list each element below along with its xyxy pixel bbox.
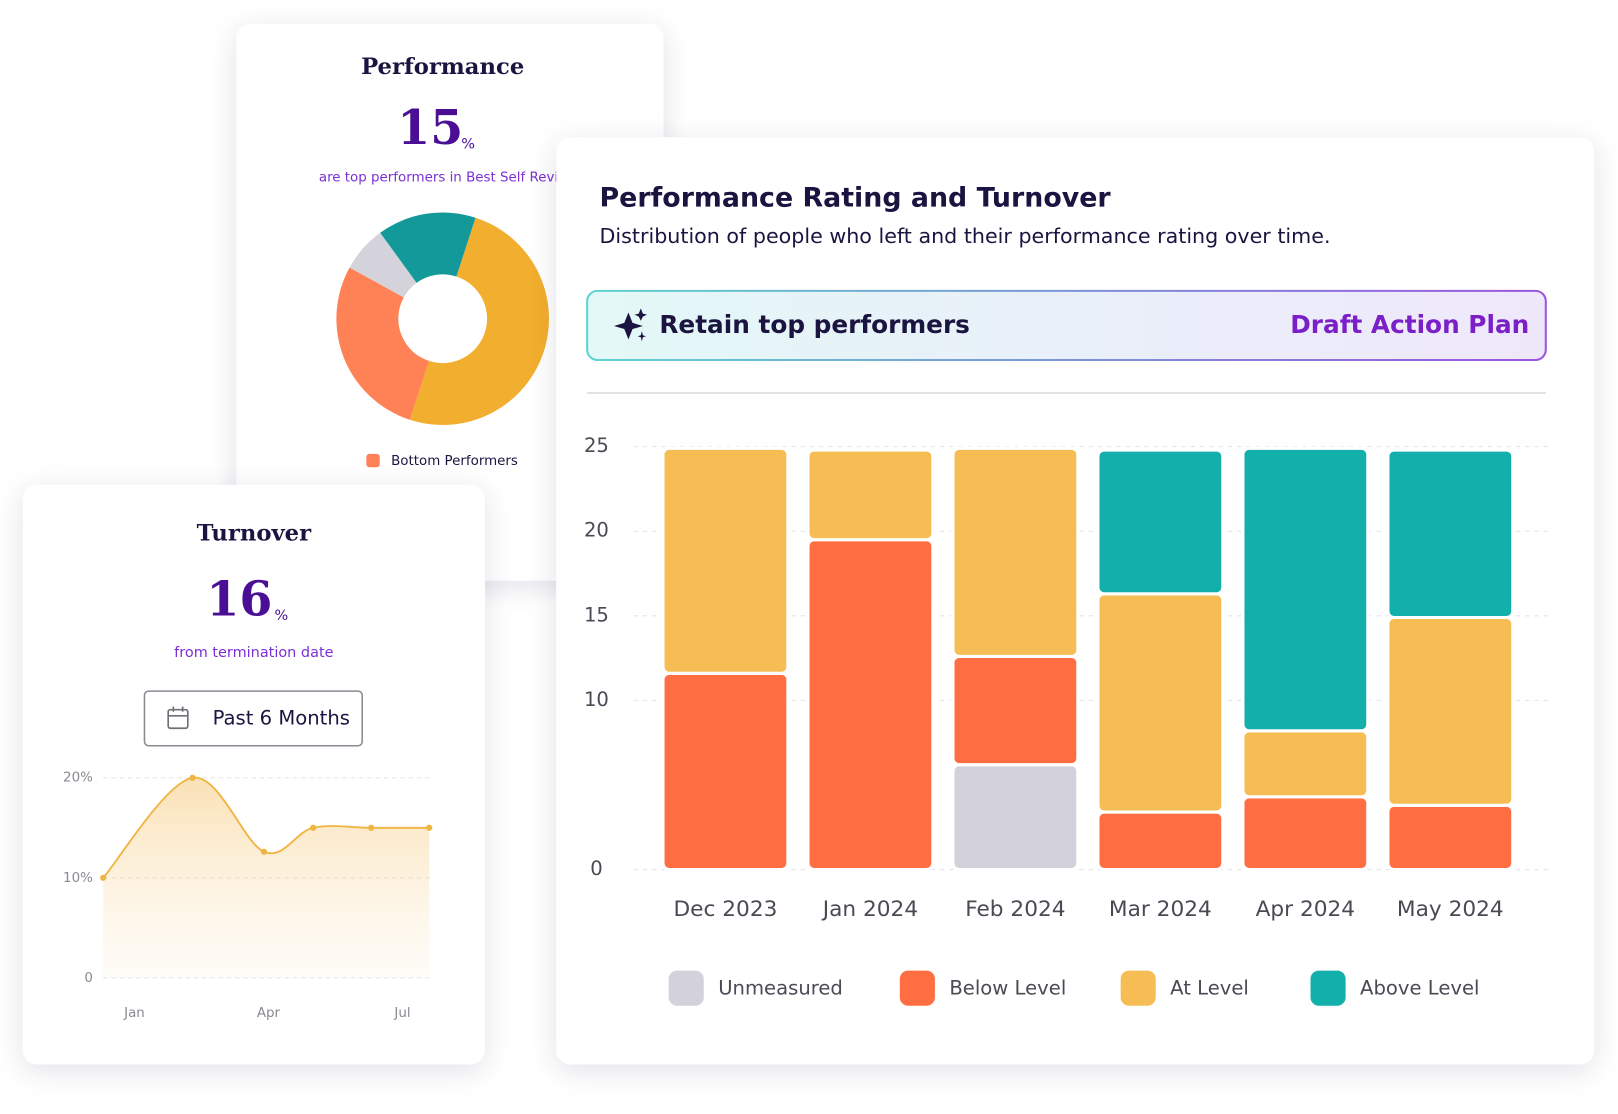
- headline-unit: %: [461, 136, 475, 152]
- bar-segment: [951, 446, 1080, 658]
- performance-chart: Performance 15 % are top performers in B…: [319, 54, 567, 469]
- x-tick-label: Feb 2024: [965, 897, 1065, 922]
- x-tick-label: Jul: [393, 1006, 410, 1021]
- chart-title: Performance Rating and Turnover: [600, 183, 1112, 214]
- x-tick-label: Apr 2024: [1256, 897, 1355, 922]
- headline-value: 15: [397, 100, 463, 156]
- bar-segment: [661, 671, 790, 872]
- legend-swatch: [668, 970, 704, 1006]
- y-tick-label: 25: [584, 434, 609, 457]
- x-tick-label: Mar 2024: [1109, 897, 1212, 922]
- x-tick-label: Jan: [123, 1006, 145, 1021]
- bar-segment: [806, 448, 935, 542]
- banner-text: Retain top performers: [659, 310, 970, 339]
- card-title: Turnover: [197, 520, 313, 546]
- sparkle-icon: [613, 308, 648, 342]
- filter-button[interactable]: Past 6 Months: [143, 690, 363, 747]
- bar-segment: [1096, 810, 1225, 872]
- pie-slice: [349, 232, 417, 298]
- action-button[interactable]: Draft Action Plan: [1290, 310, 1529, 339]
- legend-swatch: [366, 453, 380, 468]
- y-tick-label: 15: [584, 603, 609, 626]
- card-title: Performance: [361, 54, 524, 80]
- x-tick-label: Jan 2024: [821, 897, 918, 922]
- headline-unit: %: [274, 608, 288, 624]
- legend-swatch: [1310, 970, 1346, 1006]
- point: [368, 824, 375, 831]
- point: [100, 874, 107, 881]
- area: [103, 777, 430, 978]
- pie-slice: [336, 267, 429, 420]
- pie-slice: [380, 212, 476, 283]
- button-frame[interactable]: [143, 690, 363, 747]
- legend-label: Above Level: [1360, 977, 1479, 1000]
- legend-swatch: [1120, 970, 1156, 1006]
- banner: [586, 289, 1547, 362]
- chart-subtitle: Distribution of people who left and thei…: [600, 224, 1331, 248]
- y-tick-label: 10%: [63, 871, 93, 886]
- pie-slice: [409, 217, 549, 425]
- rating-card: Performance Rating and Turnover Distribu…: [556, 137, 1595, 1065]
- turnover-chart: Turnover 16 % from termination date Past…: [63, 520, 433, 1021]
- bar-segment: [1096, 592, 1225, 814]
- x-tick-label: Apr: [257, 1006, 281, 1021]
- caption: from termination date: [174, 645, 333, 661]
- legend-label: Bottom Performers: [391, 454, 518, 469]
- bar-segment: [661, 446, 790, 675]
- y-tick-label: 0: [590, 857, 602, 880]
- x-tick-label: May 2024: [1397, 897, 1504, 922]
- bar-segment: [1386, 803, 1515, 872]
- y-tick-label: 20%: [63, 771, 93, 786]
- y-tick-label: 20: [584, 519, 609, 542]
- legend-label: Unmeasured: [718, 977, 843, 1000]
- bar-segment: [1241, 795, 1370, 872]
- calendar-icon: [167, 706, 189, 730]
- bar-segment: [1241, 729, 1370, 799]
- bar-segment: [806, 538, 935, 872]
- x-tick-label: Dec 2023: [673, 897, 777, 922]
- rating-chart: Performance Rating and Turnover Distribu…: [584, 183, 1552, 1006]
- caption: are top performers in Best Self Revie: [319, 170, 567, 185]
- point: [426, 824, 433, 831]
- legend-label: At Level: [1170, 977, 1249, 1000]
- legend-swatch: [899, 970, 935, 1006]
- point: [310, 824, 317, 831]
- bar-segment: [951, 763, 1080, 872]
- turnover-card: Turnover 16 % from termination date Past…: [22, 484, 485, 1065]
- bar-segment: [1096, 448, 1225, 596]
- headline-value: 16: [206, 571, 272, 627]
- point: [189, 774, 196, 781]
- point: [260, 848, 268, 855]
- y-tick-label: 0: [84, 971, 93, 986]
- legend-label: Below Level: [949, 977, 1066, 1000]
- bar-segment: [1241, 446, 1370, 733]
- button-label[interactable]: Past 6 Months: [213, 706, 350, 729]
- bar-segment: [951, 654, 1080, 767]
- bar-segment: [1386, 615, 1515, 807]
- y-tick-label: 10: [584, 688, 609, 711]
- bar-segment: [1386, 448, 1515, 620]
